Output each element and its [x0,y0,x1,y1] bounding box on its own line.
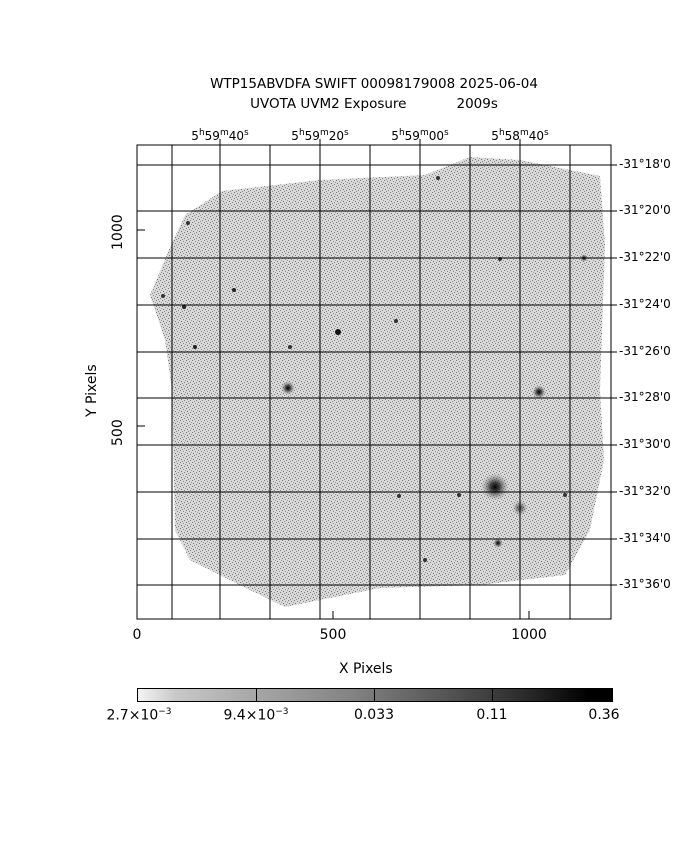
ra-tick-1: 5h59m40s [191,128,249,143]
y-tick-500: 500 [110,419,126,446]
dec-tick-4: -31°24'0 [619,297,671,311]
ra-tick-2: 5h59m20s [291,128,349,143]
exposure-time: 2009s [456,96,498,112]
dec-tick-1: -31°18'0 [619,157,671,171]
y-tick-1000: 1000 [110,214,126,250]
dec-tick-10: -31°36'0 [619,577,671,591]
ra-tick-3: 5h59m00s [391,128,449,143]
dec-tick-5: -31°26'0 [619,344,671,358]
colorbar-label-1: 2.7×10−3 [106,707,172,724]
dec-tick-9: -31°34'0 [619,531,671,545]
dec-tick-2: -31°20'0 [619,203,671,217]
y-axis-label: Y Pixels [84,364,100,417]
sources [161,176,588,562]
dec-grid [137,164,611,586]
image-subtitle: UVOTA UVM2 Exposure 2009s [0,96,680,112]
dec-tick-7: -31°30'0 [619,437,671,451]
x-tick-1000: 1000 [511,627,547,643]
filter-label: UVOTA UVM2 Exposure [250,96,407,112]
ra-grid [171,145,571,619]
dec-tick-3: -31°22'0 [619,250,671,264]
x-axis-label: X Pixels [339,661,393,677]
x-tick-0: 0 [132,627,142,643]
colorbar-label-4: 0.11 [476,707,508,723]
colorbar-label-3: 0.033 [353,707,395,723]
ra-tick-4: 5h58m40s [491,128,549,143]
colorbar-label-2: 9.4×10−3 [223,707,289,724]
dec-tick-6: -31°28'0 [619,390,671,404]
x-tick-500: 500 [319,627,347,643]
colorbar-label-5: 0.36 [588,707,620,723]
dec-tick-8: -31°32'0 [619,484,671,498]
colorbar [137,688,613,702]
image-title: WTP15ABVDFA SWIFT 00098179008 2025-06-04 [210,76,538,92]
